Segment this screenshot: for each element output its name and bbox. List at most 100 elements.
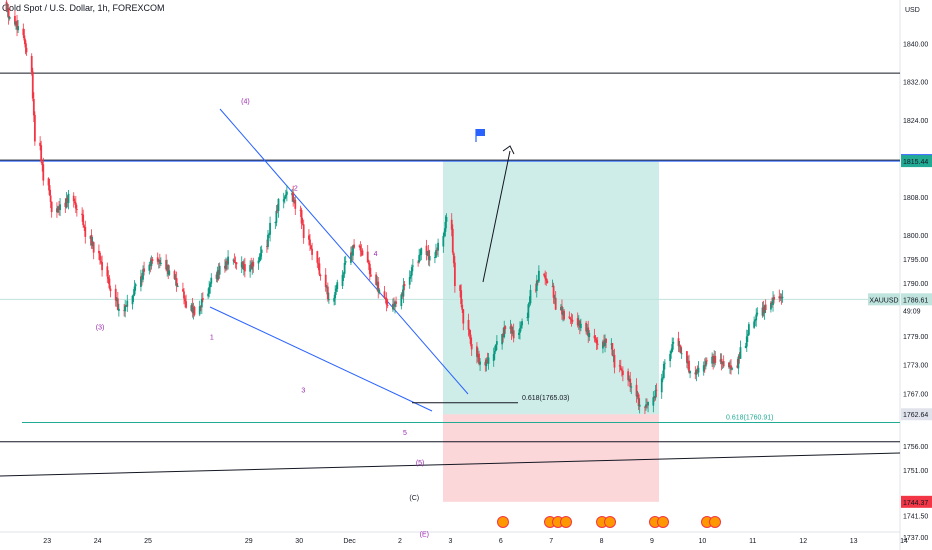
candle-body: [168, 270, 171, 275]
candle-body: [269, 222, 271, 235]
candle-body: [108, 278, 111, 289]
profit-zone: [443, 161, 659, 415]
candle-body: [451, 228, 454, 253]
candle-body: [142, 269, 144, 280]
candle-body: [232, 259, 235, 261]
candle-body: [697, 367, 700, 373]
candle-body: [99, 252, 101, 261]
candle-body: [123, 310, 126, 311]
candle-body: [201, 298, 204, 300]
wave-label-7: (5): [416, 460, 425, 467]
candle-body: [115, 299, 118, 302]
candle-body: [755, 314, 758, 321]
candle-body: [586, 328, 589, 333]
candle-body: [42, 164, 45, 181]
candle-body: [149, 264, 152, 266]
candle-body: [395, 301, 397, 304]
wave-label-8: (C): [409, 495, 419, 502]
candle-body: [628, 379, 631, 381]
candle-body: [24, 40, 27, 48]
candle-body: [266, 246, 268, 247]
candle-body: [215, 274, 218, 279]
candle-body: [478, 353, 480, 364]
candle-body: [569, 317, 572, 320]
candle-body: [662, 363, 665, 378]
candle-body: [401, 293, 404, 296]
wave-label-2: 4: [374, 251, 378, 258]
candle-body: [534, 289, 537, 291]
price-tag-left-text-2: XAUUSD: [869, 297, 898, 304]
candle-body: [568, 316, 571, 318]
candle-body: [67, 193, 70, 203]
candle-body: [191, 304, 194, 313]
candle-body: [773, 297, 775, 300]
y-tick-14: 1756.00: [903, 444, 928, 451]
candle-body: [426, 251, 429, 256]
candle-body: [185, 301, 187, 308]
candle-body: [764, 304, 767, 310]
y-tick-15: 1751.00: [903, 468, 928, 475]
wave-label-9: (E): [420, 532, 429, 539]
candle-body: [15, 21, 17, 26]
candle-body: [487, 357, 490, 364]
candle-body: [419, 254, 422, 256]
candle-body: [638, 404, 641, 407]
candle-body: [367, 262, 370, 265]
candle-body: [576, 318, 579, 326]
candle-body: [518, 332, 520, 336]
candle-body: [267, 234, 269, 247]
candle-body: [543, 273, 546, 276]
candle-body: [141, 275, 143, 279]
event-icon-5: [604, 516, 616, 528]
candle-body: [242, 264, 245, 270]
candle-body: [292, 192, 295, 202]
candle-body: [66, 197, 69, 203]
candle-body: [249, 265, 252, 272]
candle-body: [150, 259, 153, 267]
candle-body: [602, 341, 604, 349]
projection-arrow-head: [502, 145, 515, 155]
candle-body: [578, 320, 581, 328]
candle-body: [225, 261, 227, 270]
candle-body: [92, 242, 95, 253]
candle-body: [132, 294, 135, 296]
candle-body: [361, 250, 364, 256]
candle-body: [310, 245, 312, 250]
x-tick-3: 29: [245, 538, 253, 545]
candle-body: [299, 209, 302, 211]
candle-body: [702, 365, 705, 372]
candle-body: [579, 323, 582, 329]
candle-body: [610, 343, 613, 345]
candle-body: [8, 16, 11, 19]
candle-body: [511, 331, 514, 334]
candle-body: [252, 261, 255, 267]
candle-body: [437, 242, 439, 251]
wave-label-6: 5: [403, 430, 407, 437]
candle-body: [747, 324, 750, 335]
candle-body: [182, 289, 184, 292]
candle-body: [585, 322, 588, 332]
candle-body: [224, 265, 226, 269]
candle-body: [476, 346, 478, 357]
candle-body: [400, 294, 403, 307]
candle-body: [107, 276, 110, 279]
candle-body: [486, 359, 489, 364]
candle-body: [635, 384, 638, 397]
candle-body: [235, 262, 238, 265]
candle-body: [503, 326, 506, 338]
candle-body: [383, 291, 386, 298]
candle-body: [647, 401, 649, 406]
candle-body: [217, 269, 220, 274]
candle-body: [283, 196, 286, 200]
candle-body: [450, 219, 453, 230]
candle-body: [157, 260, 160, 262]
candle-body: [83, 225, 86, 228]
candle-body: [116, 298, 119, 311]
candle-body: [605, 338, 607, 343]
candle-body: [16, 20, 18, 30]
candle-body: [293, 200, 296, 203]
candle-body: [694, 372, 697, 375]
candle-body: [753, 321, 756, 328]
candle-body: [377, 281, 380, 293]
